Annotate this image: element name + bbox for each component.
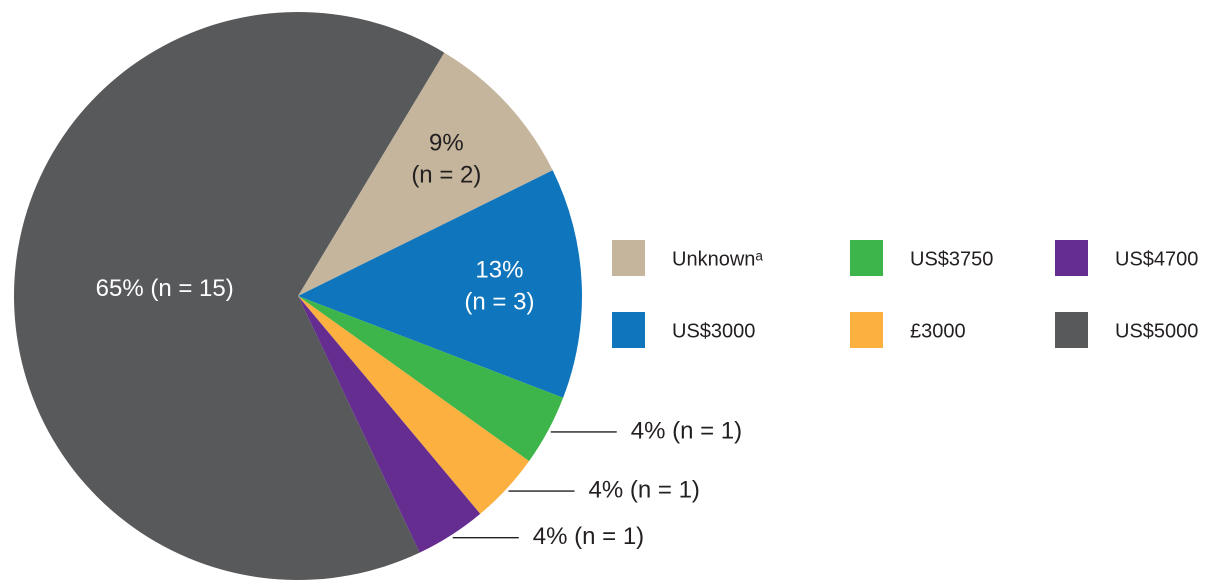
slice-label-line: (n = 3) <box>464 289 534 316</box>
legend-label: US$3750 <box>910 248 993 270</box>
pie-slice <box>14 12 445 580</box>
slice-label: 4% (n = 1) <box>589 476 700 503</box>
pie-slice <box>298 52 553 297</box>
slice-label-line: 9% <box>429 130 464 157</box>
legend-label: US$4700 <box>1115 248 1198 270</box>
legend-label: US$5000 <box>1115 320 1198 342</box>
slice-label: 9% (n = 2) <box>411 130 481 189</box>
legend-swatch <box>850 312 883 348</box>
slice-label-line: 13% <box>475 257 523 284</box>
legend-label: Unknownᵃ <box>672 248 763 270</box>
legend-swatch <box>612 240 645 276</box>
slice-label: 4% (n = 1) <box>533 523 644 550</box>
slice-label-line: (n = 2) <box>411 162 481 189</box>
pie-slice <box>298 296 530 514</box>
legend-swatch <box>612 312 645 348</box>
slice-label: 13% (n = 3) <box>464 257 534 316</box>
legend-swatch <box>1055 312 1088 348</box>
slice-label: 4% (n = 1) <box>631 417 742 444</box>
legend-label: US$3000 <box>672 320 755 342</box>
pie-slice <box>298 296 564 462</box>
legend-label: £3000 <box>910 320 966 342</box>
pie-slice <box>298 170 582 398</box>
slice-label: 65% (n = 15) <box>96 275 234 302</box>
legend-swatch <box>1055 240 1088 276</box>
legend-swatch <box>850 240 883 276</box>
pie-slice <box>298 296 481 553</box>
